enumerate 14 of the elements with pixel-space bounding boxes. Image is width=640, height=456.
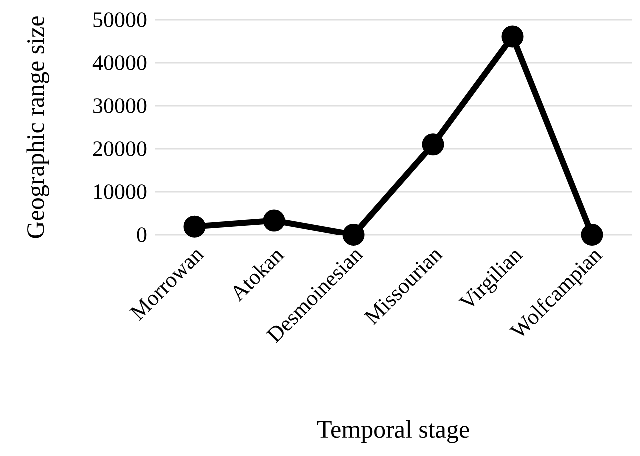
point — [422, 134, 444, 156]
point — [502, 26, 524, 48]
y-tick-label: 0 — [137, 228, 147, 242]
y-tick-label: 40000 — [92, 56, 147, 70]
x-axis-title: Temporal stage — [317, 420, 470, 444]
y-tick-label: 20000 — [93, 142, 147, 156]
point — [342, 224, 365, 246]
point — [184, 216, 206, 238]
point — [581, 224, 604, 246]
y-tick-label: 30000 — [94, 98, 147, 114]
y-axis-title: Geographic range size — [26, 16, 50, 238]
y-tick-label: 50000 — [94, 12, 147, 28]
y-tick-label: 10000 — [94, 184, 147, 200]
point — [263, 210, 286, 232]
